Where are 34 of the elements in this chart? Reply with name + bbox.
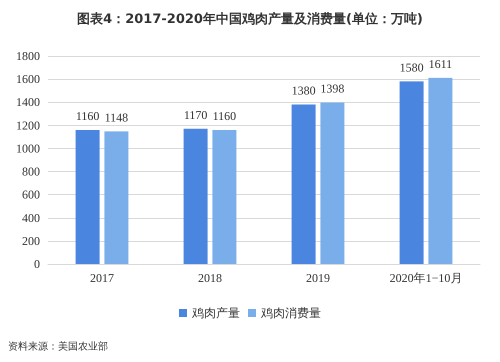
bar xyxy=(400,81,424,264)
y-tick-label: 1000 xyxy=(16,141,40,156)
y-tick-label: 600 xyxy=(22,188,40,202)
x-tick-label: 2019 xyxy=(306,271,330,285)
y-tick-label: 1600 xyxy=(16,72,40,86)
y-tick-label: 0 xyxy=(34,257,40,271)
x-tick-label: 2018 xyxy=(198,271,222,285)
x-tick-label: 2020年1−10月 xyxy=(390,271,462,285)
data-label: 1611 xyxy=(428,56,452,71)
y-tick-label: 200 xyxy=(22,234,40,248)
bar xyxy=(76,130,100,264)
x-tick-label: 2017 xyxy=(90,271,114,285)
chart-title: 图表4：2017-2020年中国鸡肉产量及消费量(单位：万吨) xyxy=(77,11,423,27)
bar xyxy=(212,130,236,264)
y-tick-label: 800 xyxy=(22,164,40,179)
data-label: 1160 xyxy=(212,108,236,123)
data-label: 1398 xyxy=(320,81,344,96)
legend-label: 鸡肉消费量 xyxy=(260,306,321,320)
bar xyxy=(428,78,452,264)
data-label: 1580 xyxy=(400,60,424,74)
bar xyxy=(320,102,344,264)
bar xyxy=(104,131,128,264)
data-label: 1160 xyxy=(76,108,100,123)
text: 资料来源：美国农业部 xyxy=(8,340,108,352)
data-label: 1148 xyxy=(104,110,128,124)
y-tick-label: 1200 xyxy=(16,118,40,132)
bar xyxy=(184,128,208,264)
legend-label: 鸡肉产量 xyxy=(191,306,240,320)
y-tick-label: 400 xyxy=(22,210,40,225)
bar xyxy=(292,104,316,264)
y-tick-label: 1400 xyxy=(16,95,40,110)
data-label: 1380 xyxy=(292,84,316,98)
data-label: 1170 xyxy=(184,108,208,122)
y-tick-label: 1800 xyxy=(16,49,40,63)
